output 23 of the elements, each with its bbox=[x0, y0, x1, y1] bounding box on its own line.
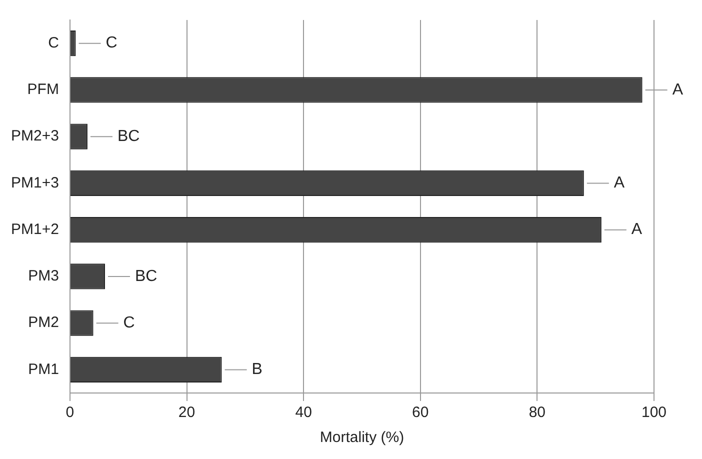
y-tick-label: PM1+2 bbox=[10, 220, 59, 238]
y-tick-label: C bbox=[48, 34, 60, 52]
y-tick-label: PFM bbox=[27, 81, 59, 98]
annotation: C bbox=[123, 314, 135, 332]
annotation: C bbox=[106, 34, 118, 52]
x-axis-title: Mortality (%) bbox=[320, 429, 404, 446]
annotation: BC bbox=[117, 128, 140, 145]
y-tick-label: PM1 bbox=[28, 360, 59, 378]
x-tick-label: 80 bbox=[528, 404, 546, 422]
annotation: BC bbox=[134, 268, 158, 285]
x-tick-label: 40 bbox=[295, 404, 312, 422]
x-tick-label: 20 bbox=[178, 404, 196, 422]
annotation: B bbox=[252, 361, 262, 378]
x-tick-label: 0 bbox=[66, 404, 74, 422]
annotation: A bbox=[631, 221, 642, 238]
annotation: A bbox=[614, 174, 625, 192]
x-tick-label: 60 bbox=[412, 404, 429, 422]
y-tick-label: PM3 bbox=[28, 268, 59, 285]
annotation: A bbox=[672, 81, 684, 98]
y-tick-label: PM2+3 bbox=[10, 128, 59, 145]
x-tick-label: 100 bbox=[641, 404, 667, 422]
y-tick-label: PM1+3 bbox=[10, 174, 59, 192]
y-tick-label: PM2 bbox=[28, 314, 59, 332]
